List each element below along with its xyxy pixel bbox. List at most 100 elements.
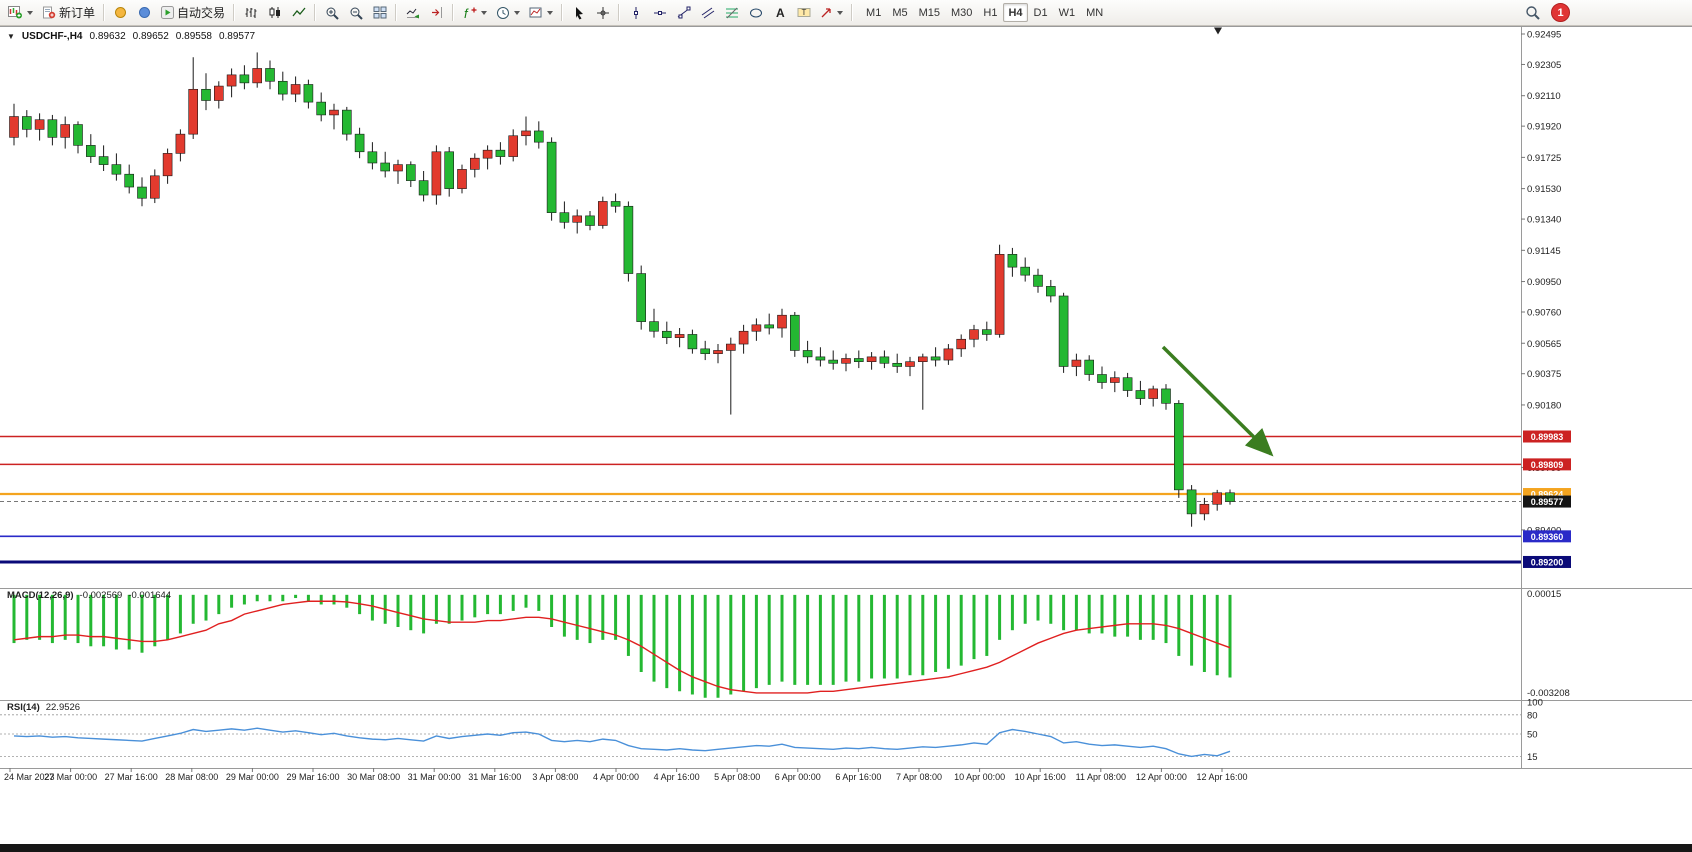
timeframe-w1-button[interactable]: W1 (1054, 3, 1081, 22)
time-axis-label[interactable]: 29 Mar 16:00 (286, 772, 339, 782)
macd-signal-line (13, 600, 1231, 694)
last-bar-marker-icon (1214, 27, 1222, 35)
horizontal-line-tool-button[interactable] (648, 2, 671, 23)
price-axis-label: 0.90180 (1527, 400, 1561, 411)
new-chart-button[interactable] (4, 2, 37, 23)
crosshair-button[interactable] (591, 2, 614, 23)
rsi-value: 22.9526 (45, 702, 81, 713)
price-badge-label: 0.89200 (1531, 557, 1564, 567)
chart-shift-icon (430, 6, 444, 19)
price-badge-label: 0.89983 (1531, 432, 1564, 442)
price-axis-label: 0.90565 (1527, 339, 1561, 350)
price-axis-label: 0.91725 (1527, 153, 1561, 164)
ohlc-open: 0.89632 (89, 31, 126, 42)
time-axis-label[interactable]: 11 Apr 08:00 (1076, 772, 1126, 782)
time-axis-label[interactable]: 4 Apr 16:00 (654, 772, 700, 782)
price-axis-label: 0.91530 (1527, 184, 1561, 195)
timeframe-m5-button[interactable]: M5 (887, 3, 912, 22)
timeframe-m30-button[interactable]: M30 (946, 3, 977, 22)
fibonacci-tool-button[interactable] (720, 2, 743, 23)
chevron-down-icon (481, 10, 488, 15)
price-badge (1523, 555, 1571, 568)
price-badge (1523, 495, 1571, 508)
candlestick-series (9, 52, 1235, 527)
price-badge-label: 0.89577 (1531, 497, 1564, 507)
bottom-edge-bar (0, 844, 1692, 852)
time-axis-label[interactable]: 31 Mar 16:00 (468, 772, 521, 782)
one-click-trading-icon[interactable]: ▼ (7, 31, 15, 41)
notification-badge[interactable]: 1 (1551, 3, 1570, 22)
text-tool-button[interactable]: A (768, 2, 791, 23)
trend-arrow-annotation[interactable] (1161, 345, 1274, 457)
time-axis-label[interactable]: 27 Mar 00:00 (44, 772, 97, 782)
tile-windows-button[interactable] (368, 2, 391, 23)
time-axis-label[interactable]: 28 Mar 08:00 (165, 772, 218, 782)
candlestick-chart-icon (268, 6, 282, 19)
timeframe-m1-button[interactable]: M1 (861, 3, 886, 22)
bar-chart-button[interactable] (239, 2, 262, 23)
chevron-down-icon (837, 10, 844, 15)
time-axis-label[interactable]: 7 Apr 08:00 (896, 772, 942, 782)
time-axis-label[interactable]: 12 Apr 00:00 (1136, 772, 1187, 782)
shapes-tool-button[interactable] (744, 2, 767, 23)
chevron-down-icon (27, 10, 33, 15)
time-axis-label[interactable]: 27 Mar 16:00 (105, 772, 158, 782)
auto-trading-icon (161, 6, 175, 19)
zoom-out-button[interactable] (344, 2, 367, 23)
time-axis-label[interactable]: 4 Apr 00:00 (593, 772, 639, 782)
cursor-button[interactable] (567, 2, 590, 23)
time-axis-label[interactable]: 31 Mar 00:00 (408, 772, 461, 782)
community-button[interactable] (133, 2, 156, 23)
auto-scroll-button[interactable] (401, 2, 424, 23)
vertical-line-tool-button[interactable] (624, 2, 647, 23)
time-axis-label[interactable]: 24 Mar 2023 (4, 772, 55, 782)
trendline-tool-button[interactable] (672, 2, 695, 23)
svg-text:f: f (464, 6, 469, 20)
timeframe-group: M1 M5 M15 M30 H1 H4 D1 W1 MN (861, 3, 1108, 22)
chart-shift-button[interactable] (425, 2, 448, 23)
chart-header: ▼ USDCHF-,H4 0.89632 0.89652 0.89558 0.8… (7, 31, 255, 42)
candlestick-chart-button[interactable] (263, 2, 286, 23)
templates-button[interactable] (525, 2, 557, 23)
time-axis-label[interactable]: 6 Apr 00:00 (775, 772, 821, 782)
time-axis-label[interactable]: 5 Apr 08:00 (714, 772, 760, 782)
auto-trading-button[interactable]: 自动交易 (157, 2, 229, 23)
symbol-label: USDCHF-,H4 (21, 31, 83, 42)
channel-tool-button[interactable] (696, 2, 719, 23)
new-order-button[interactable]: 新订单 (38, 2, 99, 23)
time-axis-label[interactable]: 30 Mar 08:00 (347, 772, 400, 782)
price-axis-label: 0.90760 (1527, 308, 1561, 319)
timeframe-h4-button[interactable]: H4 (1003, 3, 1028, 22)
zoom-in-button[interactable] (320, 2, 343, 23)
timeframe-mn-button[interactable]: MN (1081, 3, 1108, 22)
toolbar-separator (395, 4, 398, 21)
new-order-icon (42, 6, 56, 19)
timeframe-d1-button[interactable]: D1 (1029, 3, 1053, 22)
market-button[interactable] (109, 2, 132, 23)
search-button[interactable] (1521, 2, 1544, 23)
time-axis-label[interactable]: 3 Apr 08:00 (532, 772, 578, 782)
community-icon (138, 6, 151, 19)
bar-chart-icon (244, 6, 258, 19)
arrows-tool-button[interactable] (816, 2, 847, 23)
periods-button[interactable] (492, 2, 524, 23)
chevron-down-icon (547, 10, 554, 15)
timeframe-m15-button[interactable]: M15 (914, 3, 945, 22)
templates-icon (529, 6, 543, 19)
time-axis-label[interactable]: 12 Apr 16:00 (1196, 772, 1247, 782)
trendline-icon (677, 6, 691, 19)
time-axis-label[interactable]: 10 Apr 16:00 (1015, 772, 1066, 782)
label-tool-button[interactable]: T (792, 2, 815, 23)
time-axis-label[interactable]: 10 Apr 00:00 (954, 772, 1005, 782)
time-axis-label[interactable]: 6 Apr 16:00 (835, 772, 881, 782)
text-tool-icon: A (774, 6, 786, 19)
timeframe-h1-button[interactable]: H1 (978, 3, 1002, 22)
macd-axis-label: 0.00015 (1527, 589, 1561, 600)
ohlc-close: 0.89577 (218, 31, 256, 42)
time-axis-label[interactable]: 29 Mar 00:00 (226, 772, 279, 782)
search-icon (1525, 5, 1540, 20)
indicators-button[interactable]: f (458, 2, 491, 23)
line-chart-button[interactable] (287, 2, 310, 23)
price-badge-label: 0.89624 (1531, 490, 1564, 500)
